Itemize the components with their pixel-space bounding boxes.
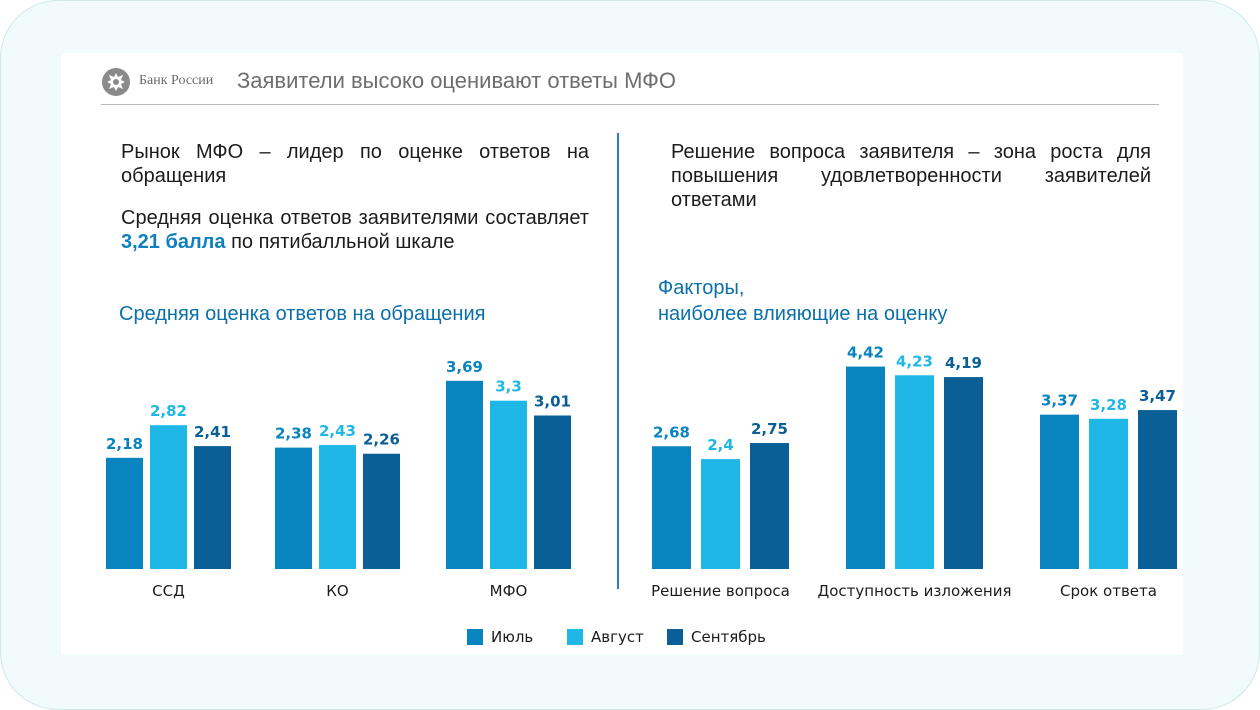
- slide: Банк России Заявители высоко оценивают о…: [61, 53, 1183, 655]
- legend-swatch-july: [467, 629, 483, 645]
- category-label: ССД: [152, 582, 185, 600]
- category-label: Срок ответа: [1060, 582, 1157, 600]
- legend-swatch-september: [667, 629, 683, 645]
- bar-value-label: 4,19: [945, 354, 982, 372]
- bar-value-label: 2,26: [363, 431, 400, 449]
- bar-value-label: 3,01: [534, 392, 571, 410]
- right-heading: Решение вопроса заявителя – зона роста д…: [671, 141, 1151, 211]
- right-chart-title: Факторы, наиболее влияющие на оценку: [658, 275, 947, 327]
- bar-left-1-1: [319, 445, 356, 569]
- right-chart-title-line2: наиболее влияющие на оценку: [658, 303, 948, 325]
- legend-swatch-august: [567, 629, 583, 645]
- bar-value-label: 2,4: [707, 436, 734, 454]
- header-divider: [101, 104, 1159, 105]
- factors-chart: 2,68 2,4 2,75 Решение вопроса 4,42 4,23 4,19 До…: [651, 344, 1177, 600]
- bar-value-label: 2,75: [751, 420, 788, 438]
- bar-value-label: 2,82: [150, 402, 187, 420]
- bar-right-1-1: [895, 375, 934, 569]
- bar-value-label: 2,68: [653, 423, 690, 441]
- bar-left-0-1: [150, 425, 187, 569]
- bar-left-2-2: [534, 415, 571, 569]
- left-heading: Рынок МФО – лидер по оценке ответов на о…: [121, 141, 589, 187]
- column-divider: [617, 133, 619, 589]
- category-label: МФО: [490, 582, 528, 600]
- bar-right-1-2: [944, 377, 983, 569]
- bar-value-label: 3,47: [1139, 387, 1176, 405]
- bar-value-label: 2,38: [275, 425, 312, 443]
- bar-value-label: 2,18: [106, 435, 143, 453]
- bar-left-2-1: [490, 400, 527, 569]
- bar-value-label: 2,43: [319, 422, 356, 440]
- bar-value-label: 3,3: [495, 378, 522, 396]
- category-label: Решение вопроса: [651, 582, 790, 600]
- bar-right-0-0: [652, 446, 691, 569]
- bar-right-2-0: [1040, 414, 1079, 569]
- logo-text: Банк России: [139, 73, 214, 88]
- average-score-chart: 2,18 2,82 2,41 ССД 2,38 2,43 2,26 КО 3,69 3,3 3,01…: [106, 358, 571, 600]
- paragraph-text-end: по пятибалльной шкале: [231, 231, 455, 253]
- bar-right-2-2: [1138, 410, 1177, 569]
- bar-value-label: 3,69: [446, 358, 483, 376]
- bank-emblem-icon: [102, 68, 130, 96]
- right-chart-title-line1: Факторы,: [658, 277, 745, 299]
- bar-value-label: 4,23: [896, 352, 933, 370]
- category-label: Доступность изложения: [818, 582, 1012, 600]
- left-paragraph: Средняя оценка ответов заявителями соста…: [121, 206, 589, 254]
- bar-right-2-1: [1089, 418, 1128, 569]
- bar-left-0-0: [106, 457, 143, 569]
- bar-value-label: 3,28: [1090, 396, 1127, 414]
- bar-value-label: 2,41: [194, 423, 231, 441]
- legend-label-july: Июль: [491, 628, 534, 646]
- legend-label-september: Сентябрь: [691, 628, 766, 646]
- bar-left-0-2: [194, 446, 231, 569]
- left-chart-title: Средняя оценка ответов на обращения: [119, 303, 486, 325]
- bar-right-0-1: [701, 459, 740, 569]
- average-score-highlight: 3,21 балла: [121, 231, 226, 253]
- category-label: КО: [326, 582, 348, 600]
- bar-right-1-0: [846, 366, 885, 569]
- paragraph-text: Средняя оценка ответов заявителями соста…: [121, 207, 589, 229]
- header: Банк России Заявители высоко оценивают о…: [101, 67, 1161, 97]
- bar-value-label: 4,42: [847, 344, 884, 362]
- legend-label-august: Август: [591, 628, 644, 646]
- bar-value-label: 3,37: [1041, 392, 1078, 410]
- bar-right-0-2: [750, 443, 789, 569]
- page-title: Заявители высоко оценивают ответы МФО: [237, 68, 677, 93]
- bar-left-2-0: [446, 380, 483, 569]
- bar-left-1-0: [275, 447, 312, 569]
- bar-left-1-2: [363, 453, 400, 569]
